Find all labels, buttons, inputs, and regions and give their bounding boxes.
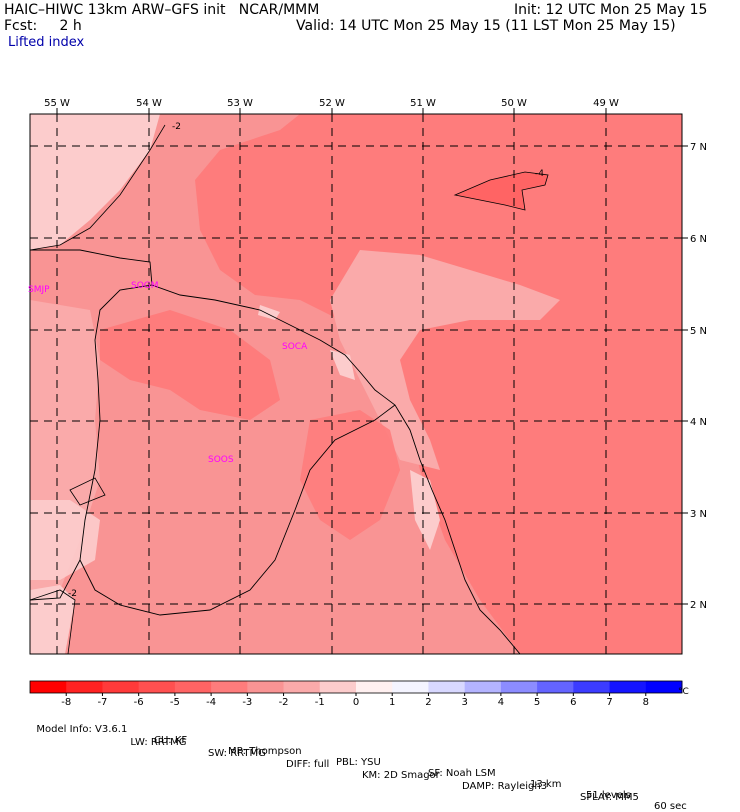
li-field-minus1-sw	[30, 585, 75, 654]
frame-ticks	[56, 108, 688, 605]
footer-line-2: LW: RRTMG SW: RRTMG DIFF: full KM: 2D Sm…	[124, 726, 639, 803]
colorbar-swatch	[66, 681, 103, 693]
map-frame	[29, 113, 683, 655]
footer-diff: DIFF: full	[286, 759, 330, 770]
colorbar-tick-label: -3	[242, 697, 252, 708]
colorbar-swatch	[609, 681, 647, 693]
lat-label-3n: 3 N	[690, 509, 707, 520]
contour-minus4	[453, 171, 549, 211]
station-smjp: SMJP	[28, 285, 50, 295]
colorbar-swatch	[356, 681, 393, 693]
colorbar-swatch	[573, 681, 611, 693]
lat-label-6n: 6 N	[690, 234, 707, 245]
colorbar-tick-label: -6	[134, 697, 144, 708]
lat-label-2n: 2 N	[690, 600, 707, 611]
colorbar-swatch	[138, 681, 176, 693]
colorbar-tick-label: -7	[97, 697, 107, 708]
colorbar-swatch	[500, 681, 538, 693]
valid-time: Valid: 14 UTC Mon 25 May 15 (11 LST Mon …	[296, 18, 676, 34]
lon-label-52w: 52 W	[319, 98, 345, 109]
colorbar-swatch	[464, 681, 502, 693]
colorbar-tick-label: -8	[61, 697, 71, 708]
li-field-coast-patch-3	[258, 305, 280, 320]
lon-label-50w: 50 W	[501, 98, 527, 109]
contour-label-minus2-nw: -2	[172, 122, 181, 132]
lat-label-5n: 5 N	[690, 326, 707, 337]
colorbar-swatch	[428, 681, 466, 693]
li-field-minus3-ocean	[195, 114, 682, 654]
contour-lines	[30, 124, 549, 654]
lon-label-53w: 53 W	[227, 98, 253, 109]
colorbar-tick-label: 4	[498, 697, 504, 708]
colorbar-swatch	[537, 681, 574, 693]
contour-minus2-small	[69, 477, 106, 506]
colorbar: -8 -7 -6 -5 -4 -3 -2 -1 0 1 2 3 4 5 6 7 8 °C	[29, 680, 689, 708]
colorbar-swatch	[247, 681, 285, 693]
footer-timestep: 60 sec	[654, 801, 687, 812]
contour-label-minus4: -4	[535, 169, 544, 179]
li-field-minus3-land	[100, 310, 280, 420]
init-time: Init: 12 UTC Mon 25 May 15	[514, 2, 708, 18]
li-field-minus1-w	[30, 500, 100, 580]
colorbar-swatch	[283, 681, 321, 693]
colorbar-tick-label: -4	[206, 697, 216, 708]
map-figure: 55 W 54 W 53 W 52 W 51 W 50 W 49 W 7 N 6…	[28, 98, 707, 708]
li-field-minus2-tongue	[330, 250, 560, 470]
footer-pbl: PBL: YSU	[336, 757, 381, 768]
contour-minus2-nw	[30, 124, 166, 251]
colorbar-swatch	[645, 681, 683, 693]
li-field-coast-patch-2	[330, 350, 355, 380]
colorbar-tick-label: 5	[534, 697, 540, 708]
lon-label-55w: 55 W	[44, 98, 70, 109]
footer-line-1: Model Info: V3.6.1 CU: KF MP: Thompson P…	[30, 713, 686, 812]
coastline	[30, 249, 521, 654]
colorbar-swatch	[30, 681, 67, 693]
field-name: Lifted index	[8, 35, 85, 50]
border-suriname-guyane	[79, 284, 396, 616]
border-sw	[30, 559, 81, 601]
colorbar-tick-label: -1	[315, 697, 325, 708]
li-field-minus1-nw	[30, 114, 160, 250]
colorbar-tick-label: 6	[570, 697, 576, 708]
colorbar-swatch	[102, 681, 140, 693]
contour-minus2-sw	[30, 589, 76, 654]
colorbar-swatch	[392, 681, 429, 693]
footer-lw: LW: RRTMG	[130, 737, 187, 748]
colorbar-tick-label: 1	[389, 697, 395, 708]
colorbar-tick-label: 0	[353, 697, 359, 708]
colorbar-tick-label: 8	[643, 697, 649, 708]
footer-damp: DAMP: Rayleigh3	[462, 781, 548, 792]
colorbar-swatch	[319, 681, 357, 693]
model-title: HAIC–HIWC 13km ARW–GFS init NCAR/MMM	[4, 2, 320, 18]
colorbar-tick-label: -2	[279, 697, 289, 708]
li-field-minus4-cell	[455, 172, 548, 210]
footer-sflay: SFLAY: MM5	[580, 792, 639, 803]
lon-label-51w: 51 W	[410, 98, 436, 109]
lat-label-7n: 7 N	[690, 142, 707, 153]
li-field-coast-patch-1	[410, 470, 440, 550]
colorbar-tick-label: 2	[425, 697, 431, 708]
coastline-and-borders	[30, 249, 521, 654]
footer-sw: SW: RRTMG	[208, 748, 266, 759]
station-soos: SOOS	[208, 455, 234, 465]
forecast-hour: Fcst: 2 h	[4, 18, 82, 34]
colorbar-swatch	[174, 681, 212, 693]
footer-model-info: Model Info: V3.6.1	[36, 724, 128, 735]
lon-label-49w: 49 W	[593, 98, 619, 109]
colorbar-swatch	[211, 681, 248, 693]
lifted-index-fill	[30, 114, 682, 654]
li-field-minus3-land-east	[300, 410, 400, 540]
latlon-grid	[30, 114, 682, 654]
lat-label-4n: 4 N	[690, 417, 707, 428]
colorbar-tick-label: 3	[461, 697, 467, 708]
station-soca: SOCA	[282, 342, 308, 352]
lon-label-54w: 54 W	[136, 98, 162, 109]
station-sogm: SOGM	[131, 281, 159, 291]
colorbar-unit: °C	[678, 687, 689, 697]
contour-label-minus2-sw: -2	[68, 589, 77, 599]
colorbar-tick-label: -5	[170, 697, 180, 708]
colorbar-tick-label: 7	[606, 697, 612, 708]
footer-km: KM: 2D Smagor	[362, 770, 440, 781]
